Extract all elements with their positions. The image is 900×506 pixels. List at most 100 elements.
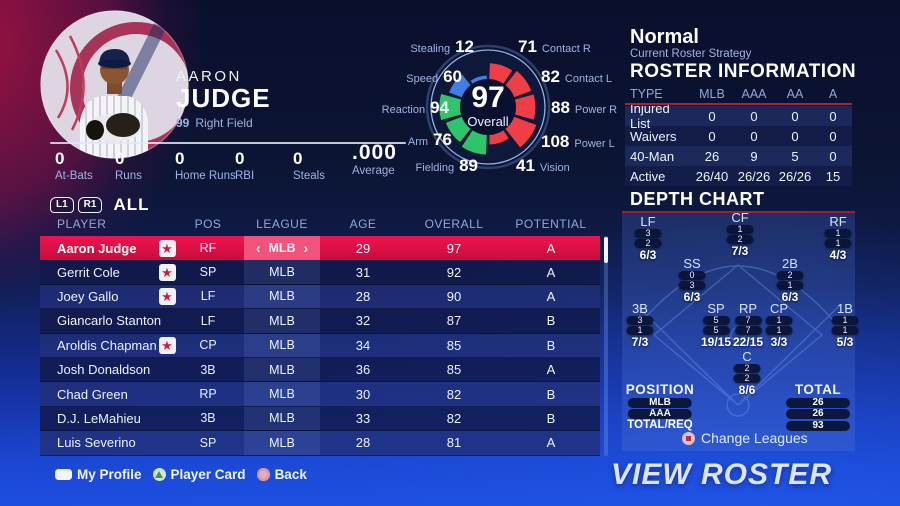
league-value: MLB — [269, 411, 295, 426]
attribute-value: 71 — [518, 37, 537, 56]
roster-information-divider — [625, 103, 852, 105]
table-row[interactable]: Gerrit Cole SP MLB 31 92 A — [40, 260, 600, 285]
stat-label: Home Runs — [175, 170, 236, 182]
depth-position-1b: 1B 1 1 5/3 — [831, 302, 859, 348]
league-value: MLB — [269, 338, 295, 353]
roster-info-col-aaa: AAA — [741, 87, 767, 101]
table-row[interactable]: Aaron Judge RF MLB 29 97 A — [40, 236, 600, 261]
roster-info-value: 26/26 — [778, 168, 812, 184]
attribute-label: Vision — [539, 162, 570, 174]
table-row[interactable]: Chad Green RP MLB 30 82 B — [40, 382, 600, 407]
summary-total-label: TOTAL — [794, 382, 842, 397]
season-stat: 0 RBI — [235, 149, 254, 182]
l1-button[interactable]: L1 — [50, 197, 74, 213]
stats-divider — [50, 142, 406, 144]
column-header-star — [150, 217, 184, 234]
table-row[interactable]: D.J. LeMahieu 3B MLB 33 82 B — [40, 406, 600, 432]
roster-strategy-value: Normal — [630, 26, 699, 48]
position-slot-count: 2 — [726, 235, 754, 244]
table-row[interactable]: Giancarlo Stanton LF MLB 32 87 B — [40, 309, 600, 334]
depth-position-lf: LF 3 2 6/3 — [634, 215, 662, 261]
potential-cell: A — [546, 435, 556, 451]
roster-info-value: 0 — [829, 148, 837, 164]
position-slot-count: 5 — [702, 326, 730, 335]
depth-position-cf: CF 1 2 7/3 — [726, 211, 754, 257]
roster-info-col-a: A — [828, 87, 838, 101]
roster-info-value: 0 — [791, 128, 799, 144]
league-prev-icon[interactable] — [256, 241, 261, 255]
position-code: SS — [683, 256, 701, 271]
attribute-value: 88 — [551, 98, 570, 117]
hint-my-profile[interactable]: My Profile — [55, 467, 142, 482]
attribute-power_l: 108 Power L — [541, 132, 615, 151]
season-stat: 0 Home Runs — [175, 149, 236, 182]
overall-cell: 82 — [446, 386, 462, 402]
roster-info-col-aa: AA — [786, 87, 804, 101]
hint-label: Player Card — [170, 467, 246, 482]
position-slot-count: 1 — [824, 239, 852, 248]
overall-cell: 82 — [446, 410, 462, 426]
overall-cell: 81 — [446, 435, 462, 451]
summary-position-label: POSITION — [625, 382, 695, 397]
roster-info-value: 26/40 — [695, 168, 729, 184]
hint-player-card[interactable]: Player Card — [152, 467, 246, 482]
scrollbar-thumb[interactable] — [604, 237, 608, 263]
player-portrait — [40, 10, 189, 159]
depth-position-cp: CP 1 1 3/3 — [765, 302, 793, 348]
roster-info-row: 40-Man 26 9 5 0 — [625, 146, 852, 166]
overall-cell: 97 — [446, 240, 462, 256]
league-cell: MLB — [244, 260, 320, 284]
attribute-value: 94 — [430, 98, 449, 117]
summary-total-value: 26 — [786, 397, 850, 408]
potential-cell: B — [546, 313, 556, 329]
table-row[interactable]: Aroldis Chapman CP MLB 34 85 B — [40, 333, 600, 358]
attribute-value: 76 — [433, 130, 452, 149]
position-cell: CP — [199, 338, 217, 353]
summary-level: TOTAL/REQ — [627, 419, 693, 431]
hint-back[interactable]: Back — [256, 467, 307, 482]
table-scrollbar[interactable] — [604, 236, 608, 456]
league-next-icon[interactable] — [304, 241, 309, 255]
favorite-star-icon[interactable] — [158, 287, 176, 305]
favorite-star-icon[interactable] — [158, 263, 176, 281]
player-name-cell: Aaron Judge — [57, 240, 137, 256]
table-row[interactable]: Luis Severino SP MLB 28 81 A — [40, 431, 600, 456]
roster-info-col-type: TYPE — [630, 87, 663, 101]
potential-cell: A — [546, 288, 556, 304]
overall-cell: 92 — [446, 264, 462, 280]
league-cell: MLB — [244, 236, 320, 261]
roster-info-type: 40-Man — [630, 148, 675, 164]
position-slot-count: 3 — [678, 281, 706, 290]
attribute-reaction: Reaction 94 — [382, 98, 449, 117]
position-cell: LF — [200, 313, 216, 328]
league-cell: MLB — [244, 333, 320, 357]
table-row[interactable]: Josh Donaldson 3B MLB 36 85 A — [40, 357, 600, 383]
r1-button[interactable]: R1 — [77, 197, 103, 213]
change-leagues-button[interactable]: Change Leagues — [682, 430, 808, 446]
position-slot-count: 2 — [733, 374, 761, 383]
position-code: 2B — [782, 256, 798, 271]
table-row[interactable]: Joey Gallo LF MLB 28 90 A — [40, 284, 600, 310]
age-cell: 30 — [355, 386, 371, 402]
filter-all-tab[interactable]: ALL — [113, 195, 150, 214]
depth-position-sp: SP 5 5 19/15 — [701, 302, 731, 348]
position-total: 4/3 — [829, 248, 847, 262]
favorite-star-icon[interactable] — [158, 239, 176, 257]
depth-position-rf: RF 1 1 4/3 — [824, 215, 852, 262]
hint-label: My Profile — [77, 467, 142, 482]
depth-chart-divider — [622, 211, 855, 213]
favorite-star-icon[interactable] — [158, 336, 176, 354]
league-value: MLB — [269, 265, 295, 280]
stat-value: 0 — [175, 149, 185, 168]
roster-info-value: 5 — [791, 148, 799, 164]
roster-info-value: 26/26 — [737, 168, 771, 184]
league-cell: MLB — [244, 284, 320, 309]
attribute-value: 41 — [516, 156, 535, 175]
roster-info-row: Injured List 0 0 0 0 — [625, 101, 852, 131]
age-cell: 29 — [355, 240, 371, 256]
roster-info-value: 26 — [704, 148, 720, 164]
roster-info-type: Active — [630, 168, 666, 184]
league-cell: MLB — [244, 406, 320, 431]
attribute-label: Power L — [574, 138, 615, 150]
triangle-button-icon — [152, 468, 166, 481]
